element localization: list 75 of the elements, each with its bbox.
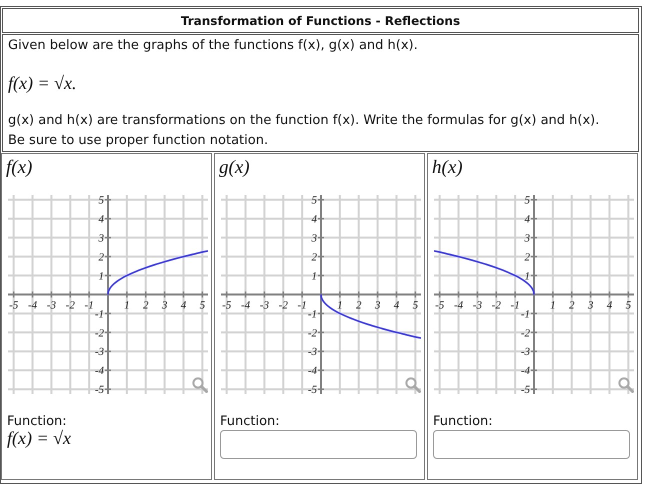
x-tick-label: -3: [472, 300, 482, 312]
text: g(x) and h(x) are transformations on the function f(x). Write the formulas for g(x) and h(x).: [8, 113, 600, 128]
x-tick-label: -3: [260, 300, 270, 312]
x-tick-label: -2: [492, 300, 502, 312]
y-tick-label: -1: [520, 308, 530, 320]
y-tick-label: -5: [94, 384, 104, 396]
x-tick-label: 5: [200, 300, 206, 312]
y-tick-label: 3: [98, 232, 104, 244]
x-tick-label: 2: [356, 300, 362, 312]
x-tick-label: 3: [374, 300, 381, 312]
x-tick-label: -2: [278, 300, 288, 312]
x-tick-label: 4: [180, 300, 187, 312]
y-tick-label: 4: [524, 214, 530, 226]
text: Function:: [7, 414, 67, 429]
y-tick-label: 5: [524, 194, 530, 207]
x-tick-label: -5: [435, 300, 445, 312]
x-tick-label: 3: [586, 300, 594, 312]
y-tick-label: 2: [98, 251, 104, 264]
x-tick-label: -2: [66, 300, 76, 312]
y-tick-label: 5: [312, 194, 318, 207]
x-tick-label: 4: [394, 300, 400, 312]
y-tick-label: -3: [94, 346, 104, 358]
text: Function:: [220, 414, 280, 429]
y-tick-label: 3: [524, 232, 530, 244]
y-tick-label: -2: [520, 327, 530, 340]
y-tick-label: 4: [312, 214, 318, 226]
y-tick-label: -5: [308, 384, 318, 396]
chart-title: f(x): [6, 157, 32, 178]
y-tick-label: -3: [308, 346, 318, 358]
text: Given below are the graphs of the functions f(x), g(x) and h(x).: [8, 38, 418, 53]
x-tick-label: 1: [124, 300, 130, 312]
y-tick-label: -2: [308, 327, 318, 340]
x-tick-label: 3: [160, 300, 168, 312]
x-tick-label: 5: [626, 300, 632, 312]
x-tick-label: -4: [240, 300, 251, 312]
y-tick-label: 4: [98, 214, 104, 226]
line-series: [320, 294, 421, 339]
chart-title: g(x): [219, 157, 250, 178]
y-tick-label: -2: [94, 327, 104, 340]
x-tick-label: -1: [84, 300, 94, 312]
x-tick-label: 1: [337, 300, 343, 312]
x-tick-label: -5: [222, 300, 232, 312]
y-tick-label: 2: [524, 251, 530, 264]
chart-title: h(x): [432, 157, 463, 178]
x-tick-label: 2: [568, 300, 575, 312]
text: Function:: [433, 414, 493, 429]
text: Transformation of Functions - Reflections: [180, 14, 460, 28]
x-tick-label: 5: [412, 300, 419, 312]
x-tick-label: 2: [142, 300, 149, 312]
y-tick-label: -4: [520, 365, 530, 378]
x-tick-label: -4: [454, 300, 464, 312]
y-tick-label: 3: [310, 232, 318, 244]
y-tick-label: -3: [520, 346, 530, 358]
line-series: [107, 250, 208, 296]
y-tick-label: -1: [308, 308, 317, 320]
text: Be sure to use proper function notation.: [8, 133, 268, 148]
y-tick-label: -4: [308, 365, 318, 378]
x-tick-label: -3: [46, 300, 56, 312]
y-tick-label: 1: [312, 270, 317, 282]
x-tick-label: 1: [550, 300, 556, 312]
y-tick-label: 1: [98, 270, 104, 282]
y-tick-label: -1: [94, 308, 104, 320]
y-tick-label: -4: [94, 365, 104, 378]
text: f(x) = √x: [7, 428, 71, 448]
x-tick-label: -5: [9, 300, 19, 312]
y-tick-label: 1: [524, 270, 530, 282]
x-tick-label: -1: [298, 300, 307, 312]
x-tick-label: -4: [28, 300, 38, 312]
text: f(x) = √x.: [8, 73, 76, 93]
x-tick-label: 4: [606, 300, 613, 312]
line-series: [434, 250, 535, 296]
y-tick-label: 5: [98, 194, 104, 207]
x-tick-label: -1: [510, 300, 520, 312]
y-tick-label: -5: [520, 384, 530, 396]
y-tick-label: 2: [312, 251, 318, 264]
